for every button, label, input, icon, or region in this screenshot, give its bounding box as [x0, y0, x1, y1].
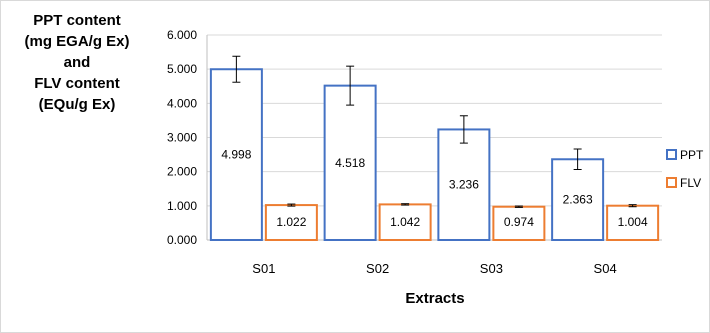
y-tick-label: 1.000 — [167, 199, 197, 213]
bar-ppt-s03 — [437, 128, 491, 241]
data-label: 4.998 — [221, 148, 251, 162]
bar-flv-s01 — [264, 204, 318, 241]
bar-ppt-s01 — [209, 68, 263, 241]
bar-ppt-s02 — [323, 84, 377, 242]
bars: 4.998 1.022 4.518 1.042 3.236 0.974 2.363 1.004 — [209, 55, 660, 242]
legend-swatch-ppt — [666, 149, 677, 160]
data-label: 4.518 — [335, 156, 365, 170]
legend-swatch-flv — [666, 177, 677, 188]
y-tick-label: 0.000 — [167, 233, 197, 247]
y-tick-label: 3.000 — [167, 131, 197, 145]
y-axis-label-line-1: PPT content — [33, 12, 121, 29]
data-label: 2.363 — [563, 193, 593, 207]
y-axis-ticks: 0.000 1.000 2.000 3.000 4.000 5.000 6.000 — [167, 28, 197, 247]
data-label: 1.022 — [276, 215, 306, 229]
bar-flv-s02 — [378, 203, 432, 241]
data-label: 1.004 — [618, 215, 648, 229]
y-tick-label: 5.000 — [167, 62, 197, 76]
y-axis-label-line-2: (mg EGA/g Ex) — [24, 33, 129, 50]
legend: PPT FLV — [666, 148, 704, 190]
y-tick-label: 2.000 — [167, 165, 197, 179]
y-axis-label-line-3: and — [64, 54, 91, 71]
data-label: 3.236 — [449, 178, 479, 192]
x-axis-label: Extracts — [405, 290, 464, 307]
y-axis-label-line-4: FLV content — [34, 75, 120, 92]
legend-label-flv: FLV — [680, 176, 701, 190]
y-axis-label-line-5: (EQu/g Ex) — [39, 96, 116, 113]
x-tick-label: S01 — [252, 261, 275, 276]
x-tick-label: S02 — [366, 261, 389, 276]
y-axis-label: PPT content (mg EGA/g Ex) and FLV conten… — [24, 12, 129, 113]
legend-label-ppt: PPT — [680, 148, 704, 162]
data-label: 0.974 — [504, 215, 534, 229]
x-axis-ticks: S01 S02 S03 S04 — [252, 261, 616, 276]
bar-flv-s03 — [492, 205, 546, 241]
x-tick-label: S03 — [480, 261, 503, 276]
data-label: 1.042 — [390, 215, 420, 229]
y-tick-label: 6.000 — [167, 28, 197, 42]
bar-flv-s04 — [606, 204, 660, 242]
y-tick-label: 4.000 — [167, 96, 197, 110]
x-tick-label: S04 — [594, 261, 617, 276]
